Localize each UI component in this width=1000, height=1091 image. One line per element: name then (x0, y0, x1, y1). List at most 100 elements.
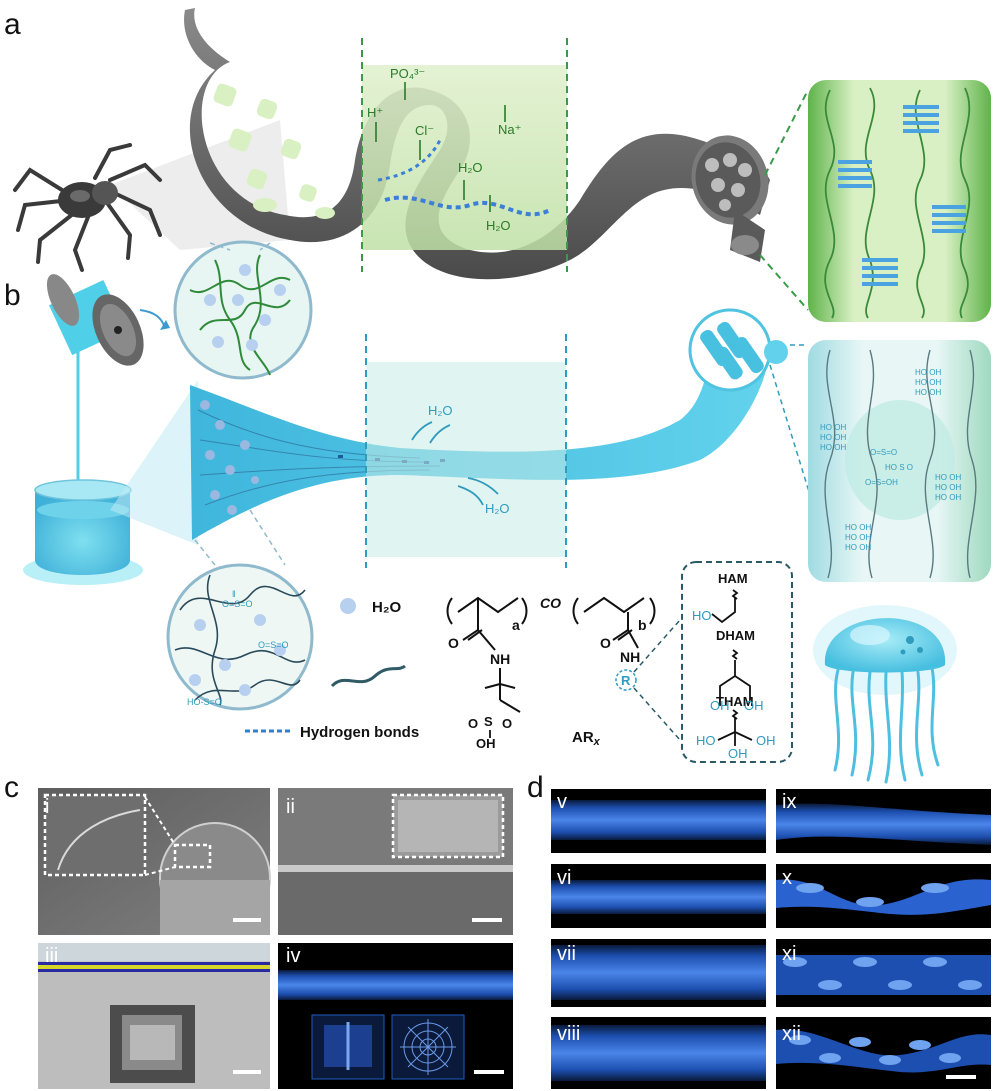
svg-text:HO OH: HO OH (845, 543, 871, 552)
silk-gland-illustration (184, 8, 770, 280)
panel-d: d v vi vii viii ix (527, 771, 991, 1089)
scale-bar-c-iii (233, 1070, 261, 1074)
subpanel-label-d-ix: ix (782, 791, 796, 813)
panel-b: b (4, 240, 991, 784)
svg-text:HO OH: HO OH (915, 388, 941, 397)
spool-illustration (46, 274, 170, 490)
svg-text:HO-S=O: HO-S=O (187, 697, 222, 707)
monomer-dham: DHAM (716, 628, 755, 643)
subpanel-d-x: x (776, 864, 991, 928)
svg-text:O=S=O: O=S=O (258, 640, 289, 650)
ion-water-1: H₂O (458, 160, 483, 175)
ion-sodium: Na⁺ (498, 122, 521, 137)
svg-text:HO OH: HO OH (820, 433, 846, 442)
subpanel-d-v: v (551, 789, 766, 853)
dope-solution-inset (173, 240, 313, 380)
monomer-box (681, 561, 793, 763)
water-label-1: H₂O (428, 403, 453, 418)
scale-bar-c-iv (474, 1070, 504, 1074)
subpanel-label-d-viii: viii (557, 1023, 580, 1045)
subpanel-label-d-v: v (557, 791, 567, 813)
panel-c: c i ii (4, 771, 513, 1089)
subpanel-c-ii: ii (278, 788, 513, 935)
co-label: CO (540, 595, 561, 611)
tham-oh-2: OH (728, 746, 748, 761)
aligned-domains (384, 195, 551, 217)
subpanel-d-viii: viii (551, 1017, 766, 1089)
scale-bar-c-ii (472, 918, 502, 922)
svg-text:‖: ‖ (232, 589, 236, 599)
svg-text:HO OH: HO OH (820, 443, 846, 452)
legend-water-symbol (340, 598, 356, 614)
subpanel-label-d-vii: vii (557, 943, 576, 965)
svg-text:HO OH: HO OH (915, 368, 941, 377)
svg-text:O=S=O: O=S=O (222, 599, 253, 609)
amide-nh-1: NH (490, 651, 510, 667)
svg-text:HO OH: HO OH (935, 473, 961, 482)
svg-text:O: O (468, 716, 478, 731)
cyan-drawing-zone (366, 362, 566, 557)
subpanel-c-iv: iv (278, 943, 513, 1089)
ion-proton: H⁺ (367, 105, 383, 120)
spinning-fiber-illustration (190, 308, 788, 540)
scale-bar-c-i (233, 918, 261, 922)
panel-label-c: c (4, 771, 19, 804)
panel-label-b: b (4, 279, 21, 312)
svg-text:HO OH: HO OH (935, 483, 961, 492)
water-arrows (411, 421, 499, 506)
r-group: R (621, 673, 631, 688)
svg-text:HO S O: HO S O (885, 463, 913, 472)
silk-molecular-detail (808, 80, 991, 322)
dham-oh-1: OH (710, 698, 730, 713)
svg-text:HO OH: HO OH (820, 423, 846, 432)
monomer-tham: THAM (716, 694, 754, 709)
subpanel-label-c-iii: iii (45, 945, 58, 967)
legend-hbond-label: Hydrogen bonds (300, 724, 419, 741)
water-label-2: H₂O (485, 501, 510, 516)
subpanel-label-d-x: x (782, 867, 792, 889)
sulfonic-oh: OH (476, 736, 496, 751)
svg-text:O: O (502, 716, 512, 731)
svg-text:HO OH: HO OH (915, 378, 941, 387)
panel-label-a: a (4, 8, 21, 41)
subpanel-label-c-i: i (45, 796, 49, 818)
carbonyl-o-2: O (600, 635, 611, 651)
carbonyl-o-1: O (448, 635, 459, 651)
scale-bar-d-xii (946, 1075, 976, 1079)
legend-water-label: H₂O (372, 599, 401, 616)
subpanel-d-ix: ix (776, 789, 991, 853)
svg-text:HO OH: HO OH (845, 533, 871, 542)
svg-text:S: S (484, 714, 493, 729)
subpanel-label-d-vi: vi (557, 867, 571, 889)
dham-oh-2: OH (744, 698, 764, 713)
legend-polymer-chain (330, 664, 406, 688)
svg-text:O=S=OH: O=S=OH (865, 478, 898, 487)
amide-nh-2: NH (620, 649, 640, 665)
subpanel-c-i: i (38, 788, 271, 935)
subpanel-d-xi: xi (776, 939, 991, 1007)
subpanel-d-vii: vii (551, 939, 766, 1007)
subpanel-label-d-xii: xii (782, 1023, 801, 1045)
subpanel-label-c-ii: ii (286, 796, 295, 818)
beaker-illustration (23, 479, 143, 585)
jellyfish-illustration (813, 605, 957, 784)
ion-chloride: Cl⁻ (415, 123, 434, 138)
ion-water-2: H₂O (486, 218, 511, 233)
green-processing-zone (362, 65, 567, 250)
ion-arrows (375, 82, 506, 212)
subscript-a: a (512, 617, 520, 633)
subpanel-d-xii: xii (776, 1017, 991, 1089)
ham-ho: HO (692, 608, 712, 623)
subscript-b: b (638, 617, 647, 633)
subpanel-d-vi: vi (551, 864, 766, 928)
svg-text:HO OH: HO OH (845, 523, 871, 532)
chemical-structure: CO a b O NH O NH R S O O OH ARx (446, 561, 793, 763)
tham-oh-1: OH (756, 733, 776, 748)
svg-text:HO OH: HO OH (935, 493, 961, 502)
polymer-name: ARx (572, 729, 601, 748)
legend: H₂O Hydrogen bonds (245, 598, 419, 741)
ion-phosphate: PO₄³⁻ (390, 66, 425, 81)
subpanel-c-iii: iii (38, 943, 270, 1089)
sulfonate-network-inset: O=S=O‖ O=S=O HO-S=O (166, 509, 314, 711)
